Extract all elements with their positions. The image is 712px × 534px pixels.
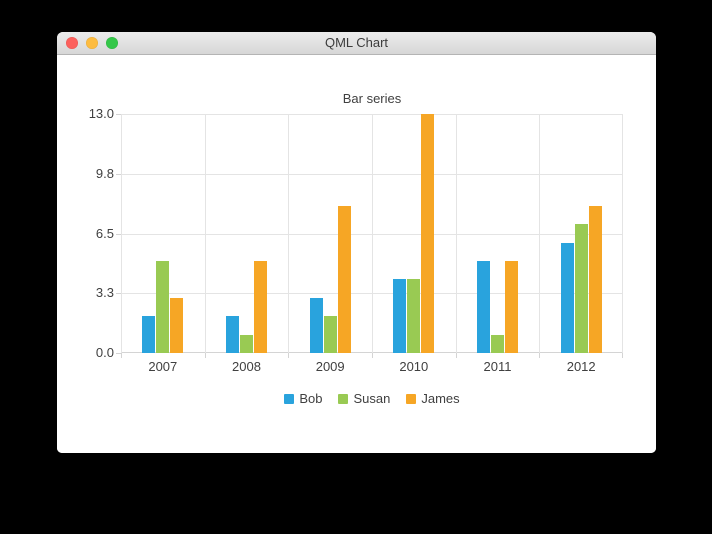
bar-james-2010	[421, 114, 435, 353]
x-tick	[288, 353, 289, 358]
plot-area	[121, 114, 623, 353]
gridline-v	[121, 114, 122, 353]
legend-item-james: James	[406, 391, 460, 406]
x-category-label: 2010	[399, 359, 429, 374]
bar-james-2007	[170, 298, 184, 353]
zoom-button[interactable]	[106, 37, 118, 49]
bar-james-2011	[505, 261, 518, 353]
x-tick	[622, 353, 623, 358]
chart-view: Bar series 13.0 9.8 6.5 3.3 0.0 2007 2008 2009…	[57, 55, 656, 453]
y-tick-label: 13.0	[88, 106, 114, 121]
gridline-v	[288, 114, 289, 353]
bar-bob-2011	[477, 261, 490, 353]
gridline-v	[456, 114, 457, 353]
x-category-label: 2012	[566, 359, 596, 374]
bar-james-2012	[588, 206, 602, 353]
bar-susan-2009	[323, 316, 337, 353]
gridline-v	[372, 114, 373, 353]
x-tick	[121, 353, 122, 358]
x-tick	[205, 353, 206, 358]
bar-susan-2012	[574, 224, 588, 353]
bar-bob-2008	[226, 316, 239, 353]
bar-susan-2008	[240, 335, 253, 353]
y-tick	[116, 293, 121, 294]
chart-legend: Bob Susan James	[121, 391, 623, 407]
y-tick	[116, 353, 121, 354]
minimize-button[interactable]	[86, 37, 98, 49]
bar-james-2008	[254, 261, 267, 353]
bar-bob-2007	[142, 316, 156, 353]
x-category-label: 2009	[315, 359, 345, 374]
legend-marker-james	[406, 394, 417, 404]
legend-item-bob: Bob	[284, 392, 322, 406]
qml-chart-window: QML Chart Bar series 13.0 9.8 6.5 3.3 0.0 20…	[57, 32, 656, 453]
window-titlebar[interactable]: QML Chart	[57, 32, 656, 55]
bar-susan-2010	[407, 279, 421, 353]
window-title: QML Chart	[324, 35, 389, 50]
legend-item-susan: Susan	[338, 392, 390, 406]
y-axis-labels: 13.0 9.8 6.5 3.3 0.0	[57, 55, 114, 453]
x-tick	[456, 353, 457, 358]
y-tick	[116, 234, 121, 235]
legend-label-bob: Bob	[299, 391, 323, 406]
bar-susan-2011	[491, 335, 504, 353]
legend-label-james: James	[421, 391, 460, 406]
y-tick-label: 0.0	[95, 345, 114, 360]
x-category-label: 2011	[483, 359, 512, 374]
gridline-v	[205, 114, 206, 353]
gridline-v	[622, 114, 623, 353]
x-category-label: 2007	[148, 359, 178, 374]
chart-title: Bar series	[342, 91, 402, 106]
legend-marker-bob	[284, 394, 295, 404]
close-button[interactable]	[66, 37, 78, 49]
bar-bob-2009	[309, 298, 323, 353]
x-tick	[372, 353, 373, 358]
y-tick-label: 6.5	[95, 226, 114, 241]
bar-susan-2007	[156, 261, 170, 353]
x-category-label: 2008	[232, 359, 261, 374]
x-tick	[539, 353, 540, 358]
bar-bob-2012	[560, 243, 574, 353]
gridline-v	[539, 114, 540, 353]
y-tick-label: 3.3	[95, 285, 114, 300]
legend-marker-susan	[338, 394, 349, 404]
bar-james-2009	[337, 206, 351, 353]
bar-bob-2010	[393, 279, 407, 353]
y-tick	[116, 114, 121, 115]
legend-label-susan: Susan	[353, 391, 391, 406]
traffic-lights	[66, 37, 118, 49]
y-tick-label: 9.8	[95, 166, 114, 181]
y-tick	[116, 174, 121, 175]
